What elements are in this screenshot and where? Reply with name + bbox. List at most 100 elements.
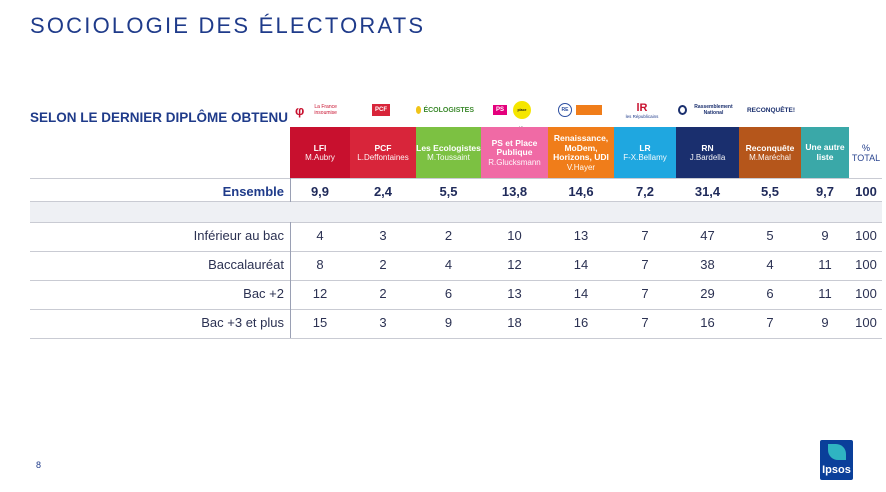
divider	[30, 222, 882, 223]
total-row: Ensemble 9,9 2,4 5,5 13,8 14,6 7,2 31,4 5,5 9,7 10…	[30, 177, 882, 206]
slide-title: SOCIOLOGIE DES ÉLECTORATS	[30, 13, 426, 38]
table-cell: 7	[641, 228, 649, 243]
table-cell: 5	[766, 228, 774, 243]
spacer-band	[30, 202, 882, 222]
modem-icon	[576, 105, 602, 115]
column-separator	[290, 178, 291, 202]
table-cell: 7	[641, 286, 649, 301]
table-cell: 9	[821, 228, 829, 243]
table-cell: 4	[444, 257, 453, 272]
column-header: Renaissance, MoDem, Horizons, UDI V.Hayer	[548, 127, 614, 179]
table-cell: 6	[444, 286, 453, 301]
table-cell: 11	[818, 286, 832, 301]
table-cell: 2	[444, 228, 453, 243]
divider	[30, 338, 882, 339]
party-name: PS et Place Publique	[491, 137, 538, 158]
candidate-name: F-X.Bellamy	[623, 153, 667, 163]
sun-icon	[416, 106, 422, 114]
table-cell: 16	[573, 315, 589, 330]
flame-icon	[678, 105, 687, 115]
pcf-logo: PCF	[368, 96, 394, 124]
table-cell: 5,5	[439, 184, 458, 199]
lfi-logo: φ La France insoumise	[295, 102, 337, 118]
column-header: Les Ecologistes M.Toussaint	[416, 127, 481, 179]
divider	[30, 280, 882, 281]
row-label: Baccalauréat	[208, 257, 284, 272]
table-cell: 13	[507, 286, 522, 301]
candidate-name: L.Deffontaines	[357, 153, 409, 163]
table-cell: 9	[821, 315, 829, 330]
table-cell: 12	[507, 257, 522, 272]
table-cell: 38	[700, 257, 715, 272]
table-cell: 5,5	[760, 184, 780, 199]
candidate-name: M.Aubry	[305, 153, 335, 163]
party-name: LFI	[313, 142, 327, 153]
party-name: Une autre liste	[805, 142, 845, 162]
lr-mark-icon: lR	[636, 101, 648, 114]
table-cell: 13	[573, 228, 589, 243]
table-cell: 9,7	[815, 184, 835, 199]
table-row: Bac +3 et plus 15 3 9 18 16 7 16 7 9 100	[30, 308, 882, 337]
table-cell: 29	[700, 286, 715, 301]
table-cell: 6	[766, 286, 774, 301]
table-cell: 13,8	[501, 184, 528, 199]
table-cell: 100	[855, 315, 877, 330]
divider	[30, 178, 882, 179]
table-cell: 18	[507, 315, 522, 330]
party-name: Reconquête	[745, 142, 795, 153]
table-cell: 3	[379, 228, 387, 243]
table-cell: 2,4	[373, 184, 393, 199]
candidate-name: TOTAL	[851, 153, 881, 163]
table-cell: 7,2	[635, 184, 655, 199]
row-label: Bac +2	[243, 286, 284, 301]
table-row: Bac +2 12 2 6 13 14 7 29 6 11 100	[30, 279, 882, 308]
row-label: Bac +3 et plus	[201, 315, 284, 330]
divider	[30, 309, 882, 310]
row-label: Ensemble	[222, 184, 284, 199]
table-cell: 31,4	[694, 184, 721, 199]
column-header: LFI M.Aubry	[290, 127, 350, 179]
table-cell: 16	[700, 315, 715, 330]
candidate-name: M.Toussaint	[427, 153, 470, 163]
column-header: % TOTAL	[849, 127, 883, 179]
table-row: Baccalauréat 8 2 4 12 14 7 38 4 11 100	[30, 250, 882, 279]
column-header: Une autre liste	[801, 127, 849, 179]
lr-logo: lR les Républicains	[625, 101, 659, 119]
column-separator	[290, 222, 291, 338]
candidate-name: J.Bardella	[689, 153, 726, 163]
table-cell: 7	[641, 257, 649, 272]
party-name: LR	[639, 142, 651, 153]
table-cell: 47	[700, 228, 715, 243]
row-label: Inférieur au bac	[193, 228, 284, 243]
table-cell: 3	[379, 315, 387, 330]
divider	[30, 201, 882, 202]
table-cell: 4	[766, 257, 774, 272]
party-name: RN	[701, 142, 714, 153]
table-cell: 100	[855, 184, 877, 199]
candidate-name: V.Hayer	[566, 163, 596, 173]
page-number: 8	[36, 460, 42, 470]
table-cell: 12	[312, 286, 328, 301]
table-cell: 100	[855, 228, 877, 243]
column-header: RN J.Bardella	[676, 127, 739, 179]
table-cell: 14	[573, 257, 589, 272]
table-cell: 11	[818, 257, 832, 272]
renaissance-logo: RE	[553, 96, 607, 124]
table-cell: 4	[316, 228, 324, 243]
table-cell: 8	[316, 257, 324, 272]
table-cell: 14	[573, 286, 589, 301]
rn-logo: Rassemblement National	[678, 96, 738, 124]
table-cell: 7	[766, 315, 774, 330]
phi-icon: φ	[295, 102, 305, 118]
table-cell: 14,6	[568, 184, 594, 199]
table-subtitle: SELON LE DERNIER DIPLÔME OBTENU	[30, 110, 289, 125]
ecologistes-logo: ÉCOLOGISTES	[416, 96, 474, 124]
party-name: %	[861, 142, 870, 153]
party-name: Les Ecologistes	[416, 142, 481, 153]
ipsos-swoosh-icon	[828, 444, 846, 460]
table-cell: 2	[379, 257, 387, 272]
reconquete-logo: RECONQUÊTE!	[746, 106, 796, 114]
table-cell: 15	[312, 315, 328, 330]
table-cell: 9,9	[310, 184, 330, 199]
ps-placepublique-logo: PS place publique	[487, 96, 537, 130]
